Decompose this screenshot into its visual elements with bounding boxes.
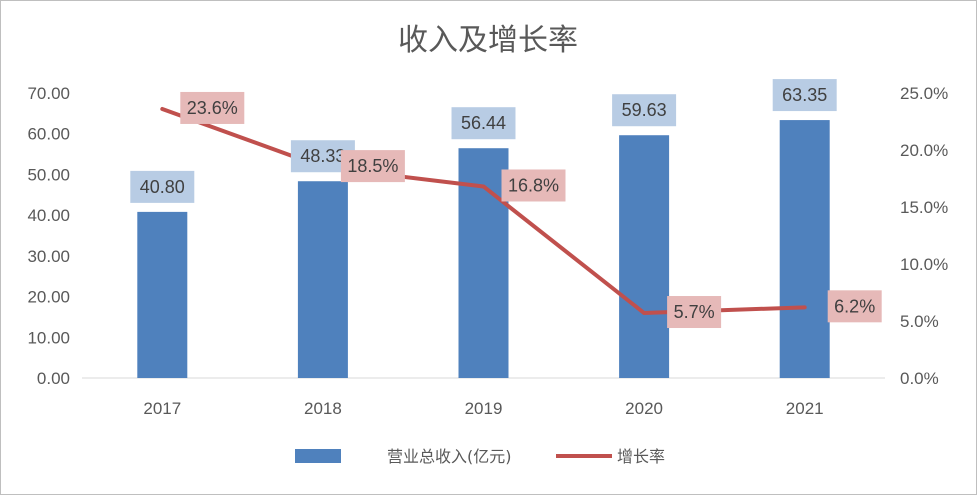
line-data-label-text: 18.5% <box>347 156 398 176</box>
line-data-label-text: 6.2% <box>834 296 875 316</box>
bar-data-labels: 40.80 48.33 56.44 59.63 63.35 <box>130 79 837 203</box>
bar-data-label-text: 56.44 <box>461 113 506 133</box>
bar-data-label: 56.44 <box>451 107 516 140</box>
y-right-tick-label: 15.0% <box>900 198 948 217</box>
y-right-tick-label: 5.0% <box>900 312 939 331</box>
bar <box>779 120 830 378</box>
y-left-tick-label: 70.00 <box>27 84 70 103</box>
line-data-label-text: 16.8% <box>508 175 559 195</box>
x-tick-label: 2021 <box>786 399 824 418</box>
bar-data-label-text: 40.80 <box>140 177 185 197</box>
line-data-label: 6.2% <box>827 290 882 323</box>
bar-data-label-text: 63.35 <box>782 85 827 105</box>
x-tick-label: 2018 <box>304 399 342 418</box>
line-data-label: 23.6% <box>180 91 245 124</box>
bar-data-label-text: 59.63 <box>622 100 667 120</box>
bar-data-label-box <box>612 94 677 127</box>
bar <box>297 181 348 378</box>
x-tick-label: 2017 <box>143 399 181 418</box>
bar-data-label-box <box>130 170 195 203</box>
x-axis: 2017 2018 2019 2020 2021 <box>143 399 823 418</box>
y-left-tick-label: 40.00 <box>27 206 70 225</box>
bar-data-label-text: 48.33 <box>300 146 345 166</box>
bar-data-label: 40.80 <box>130 170 195 203</box>
y-left-tick-label: 0.00 <box>37 369 70 388</box>
legend-bar-label: 营业总收入(亿元) <box>387 447 512 466</box>
line-data-label-box <box>180 91 245 124</box>
y-right-tick-label: 25.0% <box>900 84 948 103</box>
line-data-label-box <box>667 296 722 329</box>
bar-data-label: 59.63 <box>612 94 677 127</box>
x-tick-label: 2019 <box>465 399 503 418</box>
y-left-tick-label: 50.00 <box>27 165 70 184</box>
bar <box>619 135 670 378</box>
legend: 营业总收入(亿元) 增长率 <box>295 447 665 466</box>
bar <box>137 211 188 378</box>
y-right-tick-label: 10.0% <box>900 255 948 274</box>
x-tick-label: 2020 <box>625 399 663 418</box>
bar-data-label: 63.35 <box>772 79 837 112</box>
line-data-label-box <box>501 169 566 202</box>
bar-data-label-box <box>772 79 837 112</box>
y-left-tick-label: 60.00 <box>27 125 70 144</box>
line-data-label: 5.7% <box>667 296 722 329</box>
y-left-tick-label: 20.00 <box>27 288 70 307</box>
y-right-tick-label: 20.0% <box>900 141 948 160</box>
y-right-axis: 0.0% 5.0% 10.0% 15.0% 20.0% 25.0% <box>900 84 948 388</box>
line-data-labels: 23.6% 18.5% 16.8% 5.7% 6.2% <box>180 91 882 329</box>
line-data-label-text: 23.6% <box>187 98 238 118</box>
line-data-label-text: 5.7% <box>674 302 715 322</box>
line-data-label-box <box>827 290 882 323</box>
y-left-tick-label: 10.00 <box>27 328 70 347</box>
y-left-tick-label: 30.00 <box>27 247 70 266</box>
line-data-label: 18.5% <box>340 150 405 183</box>
line-data-label-box <box>340 150 405 183</box>
bar-data-label-box <box>451 107 516 140</box>
legend-bar-swatch <box>295 449 341 463</box>
line-data-label: 16.8% <box>501 169 566 202</box>
chart-title: 收入及增长率 <box>398 23 578 58</box>
bar-series <box>137 120 830 378</box>
y-left-axis: 0.00 10.00 20.00 30.00 40.00 50.00 60.00 70.00 <box>27 84 70 388</box>
legend-line-label: 增长率 <box>617 447 665 466</box>
y-right-tick-label: 0.0% <box>900 369 939 388</box>
